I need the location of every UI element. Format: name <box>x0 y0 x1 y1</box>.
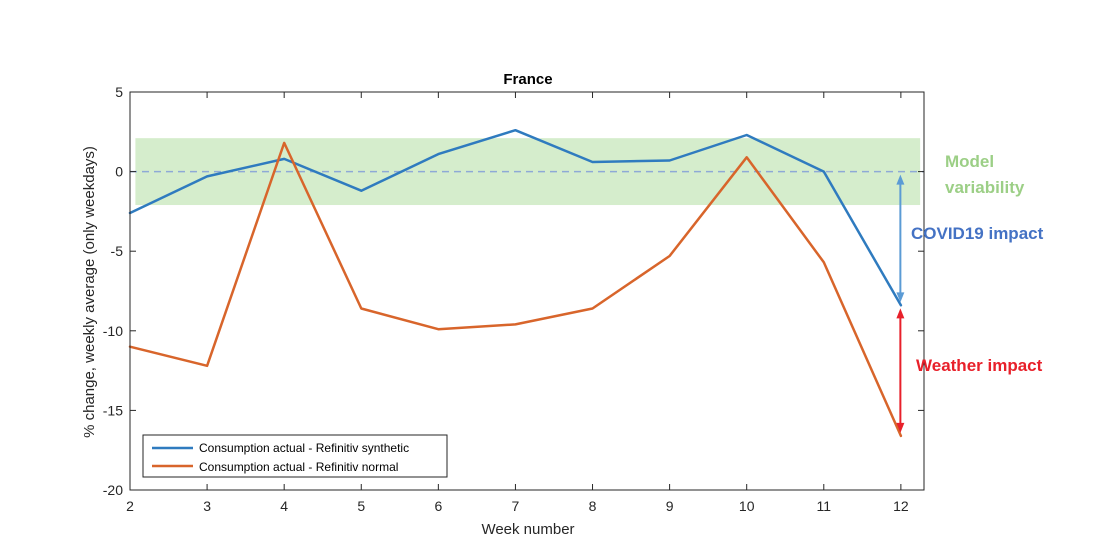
covid-impact-annotation: COVID19 impact <box>911 224 1044 243</box>
y-axis-label: % change, weekly average (only weekdays) <box>81 146 98 438</box>
y-tick-label: 5 <box>115 84 123 100</box>
x-tick-label: 4 <box>280 498 288 514</box>
weather-impact-annotation: Weather impact <box>916 356 1043 375</box>
series-line-synthetic <box>128 128 903 307</box>
covid-impact-arrow-head-bottom <box>896 292 905 303</box>
model-annotation-line2: variability <box>945 178 1025 197</box>
x-tick-label: 2 <box>126 498 134 514</box>
x-axis-label: Week number <box>481 521 574 538</box>
x-tick-label: 5 <box>357 498 365 514</box>
x-tick-label: 3 <box>203 498 211 514</box>
x-tick-label: 10 <box>739 498 755 514</box>
x-tick-label: 9 <box>666 498 674 514</box>
x-tick-label: 6 <box>434 498 442 514</box>
weather-impact-arrow-head-top <box>896 308 905 319</box>
legend-label-synthetic: Consumption actual - Refinitiv synthetic <box>199 441 409 455</box>
y-tick-label: 0 <box>115 164 123 180</box>
chart-title: France <box>503 71 552 88</box>
weather-impact-arrow-head-bottom <box>896 422 905 433</box>
x-tick-label: 12 <box>893 498 909 514</box>
y-tick-label: -5 <box>111 243 124 259</box>
legend-label-normal: Consumption actual - Refinitiv normal <box>199 460 398 474</box>
y-tick-label: -10 <box>103 323 123 339</box>
y-tick-label: -15 <box>103 402 123 418</box>
series-line-normal <box>128 141 903 438</box>
model-annotation-line1: Model <box>945 152 994 171</box>
y-tick-label: -20 <box>103 482 123 498</box>
annotations: Model variability COVID19 impact Weather… <box>896 152 1044 433</box>
legend: Consumption actual - Refinitiv synthetic… <box>142 434 448 478</box>
x-tick-label: 7 <box>512 498 520 514</box>
legend-box <box>142 434 448 478</box>
covid-impact-arrow-head-top <box>896 174 905 185</box>
x-tick-label: 8 <box>589 498 597 514</box>
x-tick-label: 11 <box>817 498 832 514</box>
axes-frame <box>129 91 925 491</box>
